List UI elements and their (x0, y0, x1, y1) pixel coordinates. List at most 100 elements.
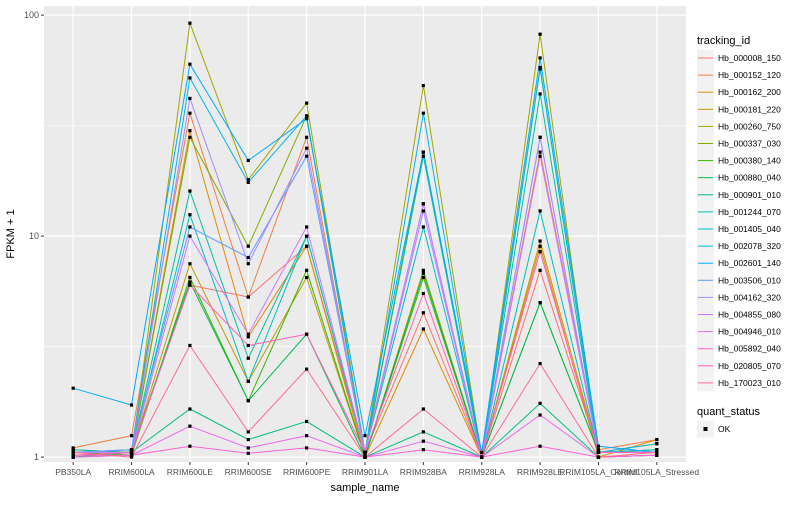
data-point (421, 150, 425, 154)
data-point (538, 209, 542, 213)
data-point (305, 117, 309, 121)
y-tick-label: 1 (34, 452, 39, 462)
shape-legend: OK (697, 420, 731, 438)
data-point (188, 213, 192, 217)
data-point (246, 178, 250, 182)
data-point (246, 255, 250, 260)
data-point (188, 225, 192, 229)
shape-legend-title: quant_status (697, 406, 760, 418)
data-point (188, 189, 192, 193)
data-point (71, 448, 75, 452)
data-point (188, 444, 192, 448)
legend-label: Hb_004162_320 (718, 292, 781, 302)
data-point (538, 239, 542, 243)
x-tick-label: RRIM901LA (342, 467, 389, 477)
data-point (421, 430, 425, 434)
x-tick-label: PB350LA (55, 467, 91, 477)
data-point (538, 67, 542, 71)
data-point (246, 446, 250, 450)
data-point (538, 250, 542, 254)
legend-label: Hb_003506_010 (718, 275, 781, 285)
data-point (305, 135, 309, 139)
data-point (246, 262, 250, 266)
data-point (305, 434, 309, 438)
data-point (188, 62, 192, 66)
data-point (305, 446, 309, 450)
data-point (596, 450, 601, 454)
data-point (246, 451, 250, 455)
data-point (246, 244, 250, 248)
data-point (538, 150, 542, 154)
legend-label: Hb_002078_320 (718, 241, 781, 251)
data-point (246, 437, 250, 442)
data-point (421, 225, 425, 229)
data-point (538, 413, 542, 417)
data-point (421, 154, 425, 158)
data-point (655, 448, 659, 452)
data-point (71, 450, 75, 454)
data-point (538, 32, 542, 36)
data-point (129, 434, 134, 438)
legend-label: Hb_000008_150 (718, 53, 781, 63)
data-point (655, 437, 659, 442)
data-point (305, 234, 309, 238)
y-axis: 1 10 100 (24, 10, 44, 462)
legend-label: Hb_001405_040 (718, 224, 781, 234)
legend-label: Hb_000181_220 (718, 104, 781, 114)
data-point (246, 180, 250, 185)
x-axis: PB350LA RRIM600LA RRIM600LE RRIM600SE RRIM60… (55, 462, 699, 477)
legend-label: Hb_000880_040 (718, 173, 781, 183)
x-tick-label: RRIM600LE (167, 467, 214, 477)
data-point (246, 430, 250, 434)
data-point (246, 356, 250, 360)
legend-label: Hb_000380_140 (718, 156, 781, 166)
data-points (71, 21, 659, 459)
data-point (421, 439, 425, 443)
x-tick-label: RRIM600SE (225, 467, 273, 477)
shape-legend-square (703, 427, 708, 431)
data-point (71, 455, 75, 459)
x-tick-label: RRIM105LA_Control (559, 467, 638, 477)
legend-label: Hb_170023_010 (718, 378, 781, 388)
data-point (129, 450, 134, 454)
data-point (596, 455, 601, 459)
legend-label: Hb_000337_030 (718, 139, 781, 149)
data-point (538, 154, 542, 158)
data-point (421, 271, 425, 275)
data-point (188, 343, 192, 348)
x-tick-label: RRIM928LA (459, 467, 506, 477)
legend-label: Hb_000152_120 (718, 70, 781, 80)
data-point (188, 262, 192, 266)
data-point (246, 332, 250, 336)
legend-title: tracking_id (697, 35, 750, 47)
data-point (305, 101, 309, 105)
data-point (538, 92, 542, 96)
data-point (421, 291, 425, 296)
data-point (188, 76, 192, 80)
legend-label: Hb_000260_750 (718, 121, 781, 131)
data-point (421, 209, 425, 213)
data-point (305, 419, 309, 424)
data-point (305, 332, 309, 336)
data-point (129, 403, 134, 407)
data-point (538, 361, 542, 366)
data-point (246, 379, 250, 384)
data-point (596, 444, 601, 448)
data-point (421, 268, 425, 272)
data-point (188, 275, 192, 280)
data-point (129, 453, 134, 457)
data-point (538, 401, 542, 405)
data-point (655, 450, 659, 454)
data-point (188, 129, 192, 133)
x-tick-label: RRIM928LE (517, 467, 564, 477)
data-point (538, 244, 542, 248)
data-point (71, 386, 75, 390)
data-point (129, 448, 134, 452)
legend-label: Hb_002601_140 (718, 258, 781, 268)
legend-label: Hb_020805_070 (718, 361, 781, 371)
data-point (363, 453, 367, 457)
legend: Hb_000008_150 Hb_000152_120 Hb_000162_200 H… (697, 49, 781, 392)
x-tick-label: RRIM600LA (108, 467, 155, 477)
data-point (188, 424, 192, 428)
legend-label: Hb_000162_200 (718, 87, 781, 97)
